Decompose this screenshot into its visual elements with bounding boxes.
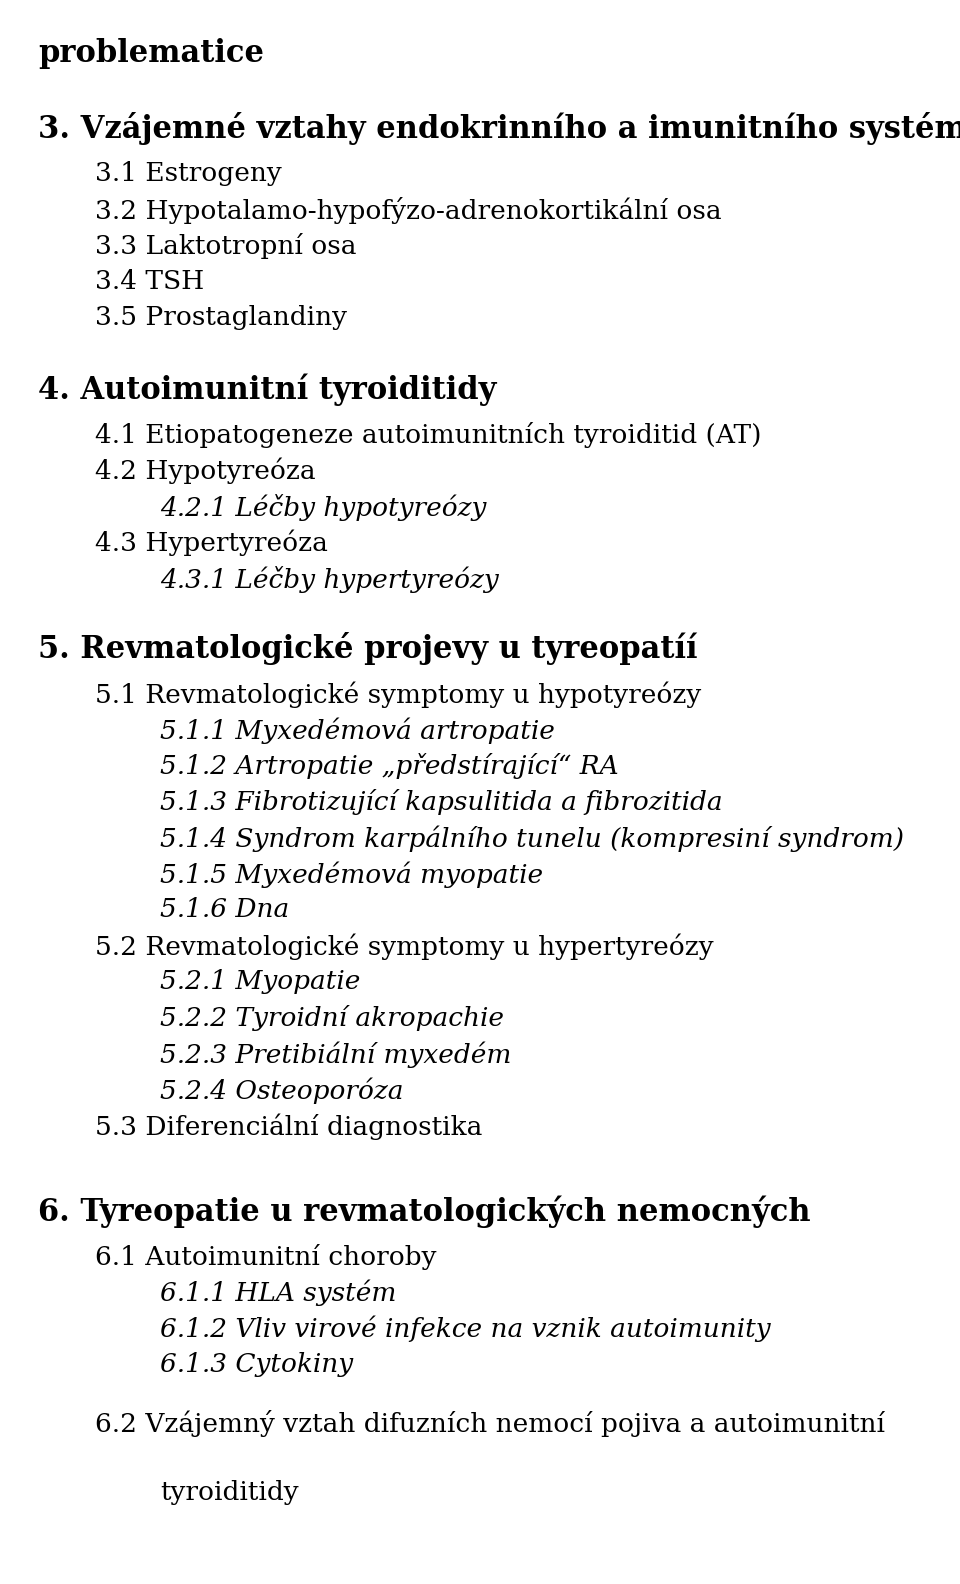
Text: 4.2 Hypotyreóza: 4.2 Hypotyreóza — [95, 458, 316, 485]
Text: 6.1.1 HLA systém: 6.1.1 HLA systém — [160, 1280, 396, 1307]
Text: 3. Vzájemné vztahy endokrinního a imunitního systému: 3. Vzájemné vztahy endokrinního a imunit… — [38, 112, 960, 146]
Text: 5. Revmatologické projevy u tyreopatíí: 5. Revmatologické projevy u tyreopatíí — [38, 632, 698, 665]
Text: 4. Autoimunitní tyroiditidy: 4. Autoimunitní tyroiditidy — [38, 372, 496, 406]
Text: 6.1.3 Cytokiny: 6.1.3 Cytokiny — [160, 1353, 353, 1376]
Text: 3.3 Laktotropní osa: 3.3 Laktotropní osa — [95, 233, 356, 260]
Text: problematice: problematice — [38, 38, 264, 70]
Text: 5.1.4 Syndrom karpálního tunelu (kompresiní syndrom): 5.1.4 Syndrom karpálního tunelu (kompres… — [160, 825, 904, 852]
Text: 5.1.5 Myxedémová myopatie: 5.1.5 Myxedémová myopatie — [160, 862, 543, 887]
Text: 5.2.3 Pretibiální myxedém: 5.2.3 Pretibiální myxedém — [160, 1041, 512, 1068]
Text: 5.2.2 Tyroidní akropachie: 5.2.2 Tyroidní akropachie — [160, 1004, 504, 1031]
Text: tyroiditidy: tyroiditidy — [160, 1479, 299, 1505]
Text: 6.2 Vzájemný vztah difuzních nemocí pojiva a autoimunitní: 6.2 Vzájemný vztah difuzních nemocí poji… — [95, 1410, 885, 1437]
Text: 3.2 Hypotalamo-hypofýzo-adrenokortikální osa: 3.2 Hypotalamo-hypofýzo-adrenokortikální… — [95, 196, 722, 223]
Text: 5.2.1 Myopatie: 5.2.1 Myopatie — [160, 969, 360, 995]
Text: 3.5 Prostaglandiny: 3.5 Prostaglandiny — [95, 306, 347, 329]
Text: 5.1.6 Dna: 5.1.6 Dna — [160, 897, 289, 922]
Text: 4.3 Hypertyreóza: 4.3 Hypertyreóza — [95, 531, 328, 556]
Text: 3.4 TSH: 3.4 TSH — [95, 269, 204, 295]
Text: 5.1.3 Fibrotizující kapsulitida a fibrozitida: 5.1.3 Fibrotizující kapsulitida a fibroz… — [160, 789, 723, 816]
Text: 5.1.1 Myxedémová artropatie: 5.1.1 Myxedémová artropatie — [160, 718, 555, 743]
Text: 5.2 Revmatologické symptomy u hypertyreózy: 5.2 Revmatologické symptomy u hypertyreó… — [95, 933, 713, 960]
Text: 5.2.4 Osteoporóza: 5.2.4 Osteoporóza — [160, 1077, 403, 1104]
Text: 3.1 Estrogeny: 3.1 Estrogeny — [95, 162, 281, 185]
Text: 5.1 Revmatologické symptomy u hypotyreózy: 5.1 Revmatologické symptomy u hypotyreóz… — [95, 681, 701, 708]
Text: 5.3 Diferenciální diagnostika: 5.3 Diferenciální diagnostika — [95, 1114, 482, 1139]
Text: 6.1.2 Vliv virové infekce na vznik autoimunity: 6.1.2 Vliv virové infekce na vznik autoi… — [160, 1316, 771, 1343]
Text: 5.1.2 Artropatie „předstírající“ RA: 5.1.2 Artropatie „předstírající“ RA — [160, 752, 618, 779]
Text: 4.2.1 Léčby hypotyreózy: 4.2.1 Léčby hypotyreózy — [160, 494, 487, 521]
Text: 6.1 Autoimunitní choroby: 6.1 Autoimunitní choroby — [95, 1243, 437, 1270]
Text: 4.3.1 Léčby hypertyreózy: 4.3.1 Léčby hypertyreózy — [160, 565, 499, 592]
Text: 4.1 Etiopatogeneze autoimunitních tyroiditid (AT): 4.1 Etiopatogeneze autoimunitních tyroid… — [95, 421, 761, 448]
Text: 6. Tyreopatie u revmatologických nemocných: 6. Tyreopatie u revmatologických nemocný… — [38, 1194, 810, 1228]
